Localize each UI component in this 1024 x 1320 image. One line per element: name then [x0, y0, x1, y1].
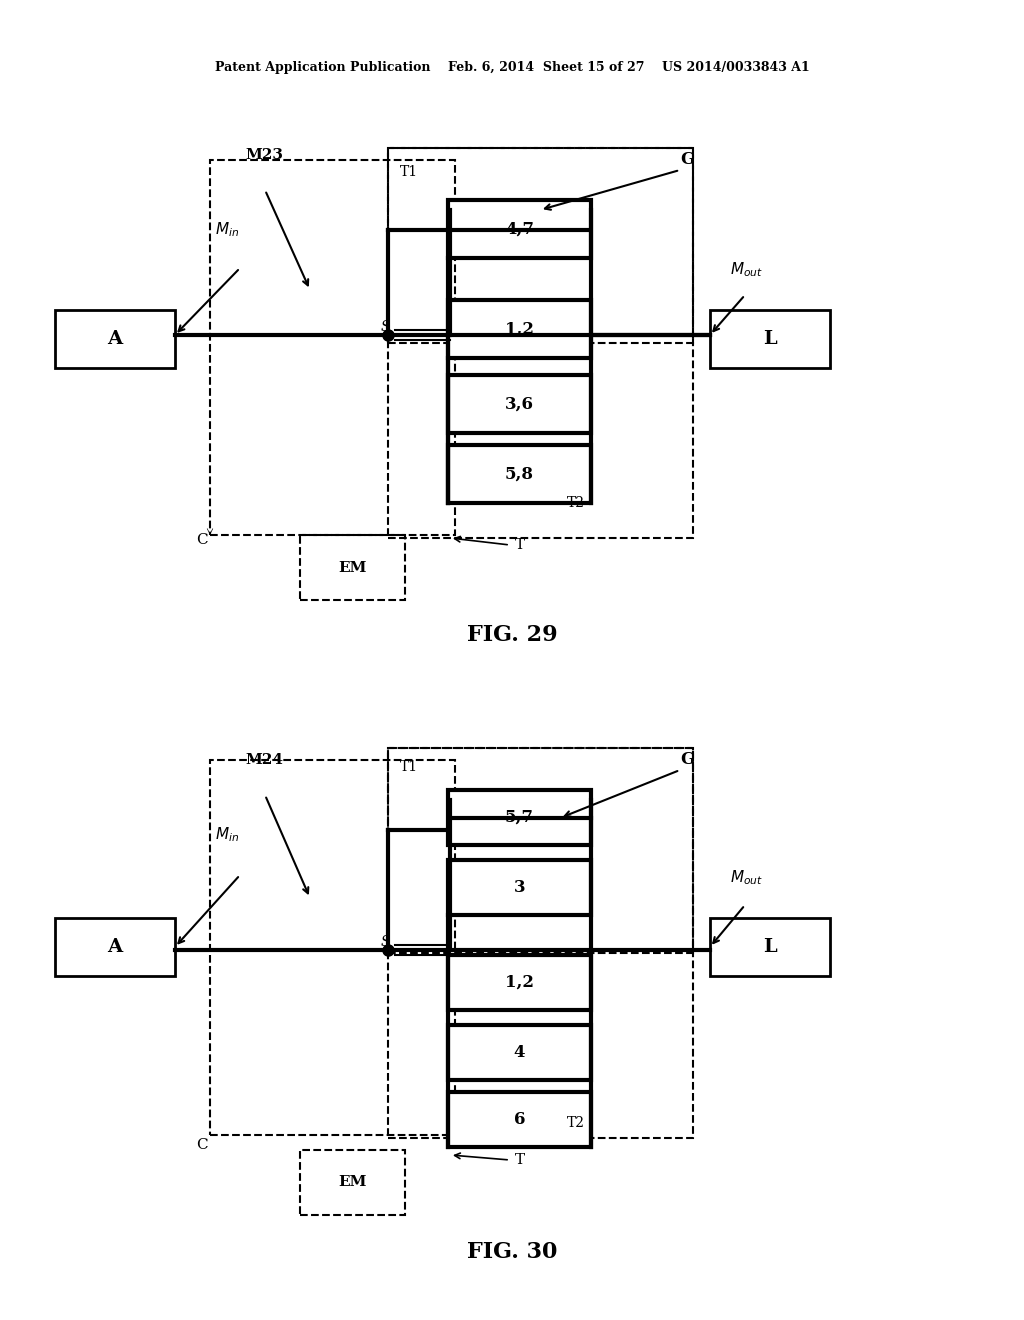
FancyBboxPatch shape: [449, 1092, 591, 1147]
Text: L: L: [763, 330, 777, 348]
Text: S: S: [381, 319, 390, 334]
Text: T: T: [515, 1152, 525, 1167]
FancyBboxPatch shape: [55, 917, 175, 975]
Text: 5,8: 5,8: [505, 466, 534, 483]
Text: 1,2: 1,2: [505, 974, 534, 991]
Text: EM: EM: [338, 561, 367, 574]
Text: 4,7: 4,7: [505, 220, 534, 238]
Text: T: T: [515, 539, 525, 552]
Text: 6: 6: [514, 1111, 525, 1129]
Text: G: G: [680, 152, 694, 169]
Text: C: C: [197, 1138, 208, 1152]
Text: A: A: [108, 939, 123, 956]
FancyBboxPatch shape: [449, 861, 591, 915]
Text: $M_{out}$: $M_{out}$: [730, 260, 763, 280]
Text: T1: T1: [400, 165, 418, 180]
Text: M24: M24: [245, 752, 283, 767]
FancyBboxPatch shape: [449, 445, 591, 503]
Text: 3,6: 3,6: [505, 396, 534, 412]
FancyBboxPatch shape: [710, 310, 830, 368]
FancyBboxPatch shape: [449, 375, 591, 433]
Text: T2: T2: [567, 496, 585, 510]
Text: 1,2: 1,2: [505, 321, 534, 338]
FancyBboxPatch shape: [449, 300, 591, 358]
Text: $M_{out}$: $M_{out}$: [730, 869, 763, 887]
FancyBboxPatch shape: [710, 917, 830, 975]
Text: 3: 3: [514, 879, 525, 896]
Text: L: L: [763, 939, 777, 956]
Text: 4: 4: [514, 1044, 525, 1061]
FancyBboxPatch shape: [449, 954, 591, 1010]
Text: C: C: [197, 533, 208, 546]
Text: Patent Application Publication    Feb. 6, 2014  Sheet 15 of 27    US 2014/003384: Patent Application Publication Feb. 6, 2…: [215, 62, 809, 74]
Text: FIG. 29: FIG. 29: [467, 624, 557, 645]
Text: $M_{in}$: $M_{in}$: [215, 220, 240, 239]
Text: M23: M23: [245, 148, 283, 162]
Text: G: G: [680, 751, 694, 768]
Text: EM: EM: [338, 1176, 367, 1189]
Text: 5,7: 5,7: [505, 809, 534, 826]
Text: $M_{in}$: $M_{in}$: [215, 825, 240, 845]
FancyBboxPatch shape: [449, 201, 591, 257]
Text: T1: T1: [400, 760, 418, 774]
FancyBboxPatch shape: [449, 1026, 591, 1080]
Text: T2: T2: [567, 1115, 585, 1130]
FancyBboxPatch shape: [449, 789, 591, 845]
Text: S: S: [381, 935, 390, 949]
Text: A: A: [108, 330, 123, 348]
Text: FIG. 30: FIG. 30: [467, 1241, 557, 1263]
FancyBboxPatch shape: [55, 310, 175, 368]
